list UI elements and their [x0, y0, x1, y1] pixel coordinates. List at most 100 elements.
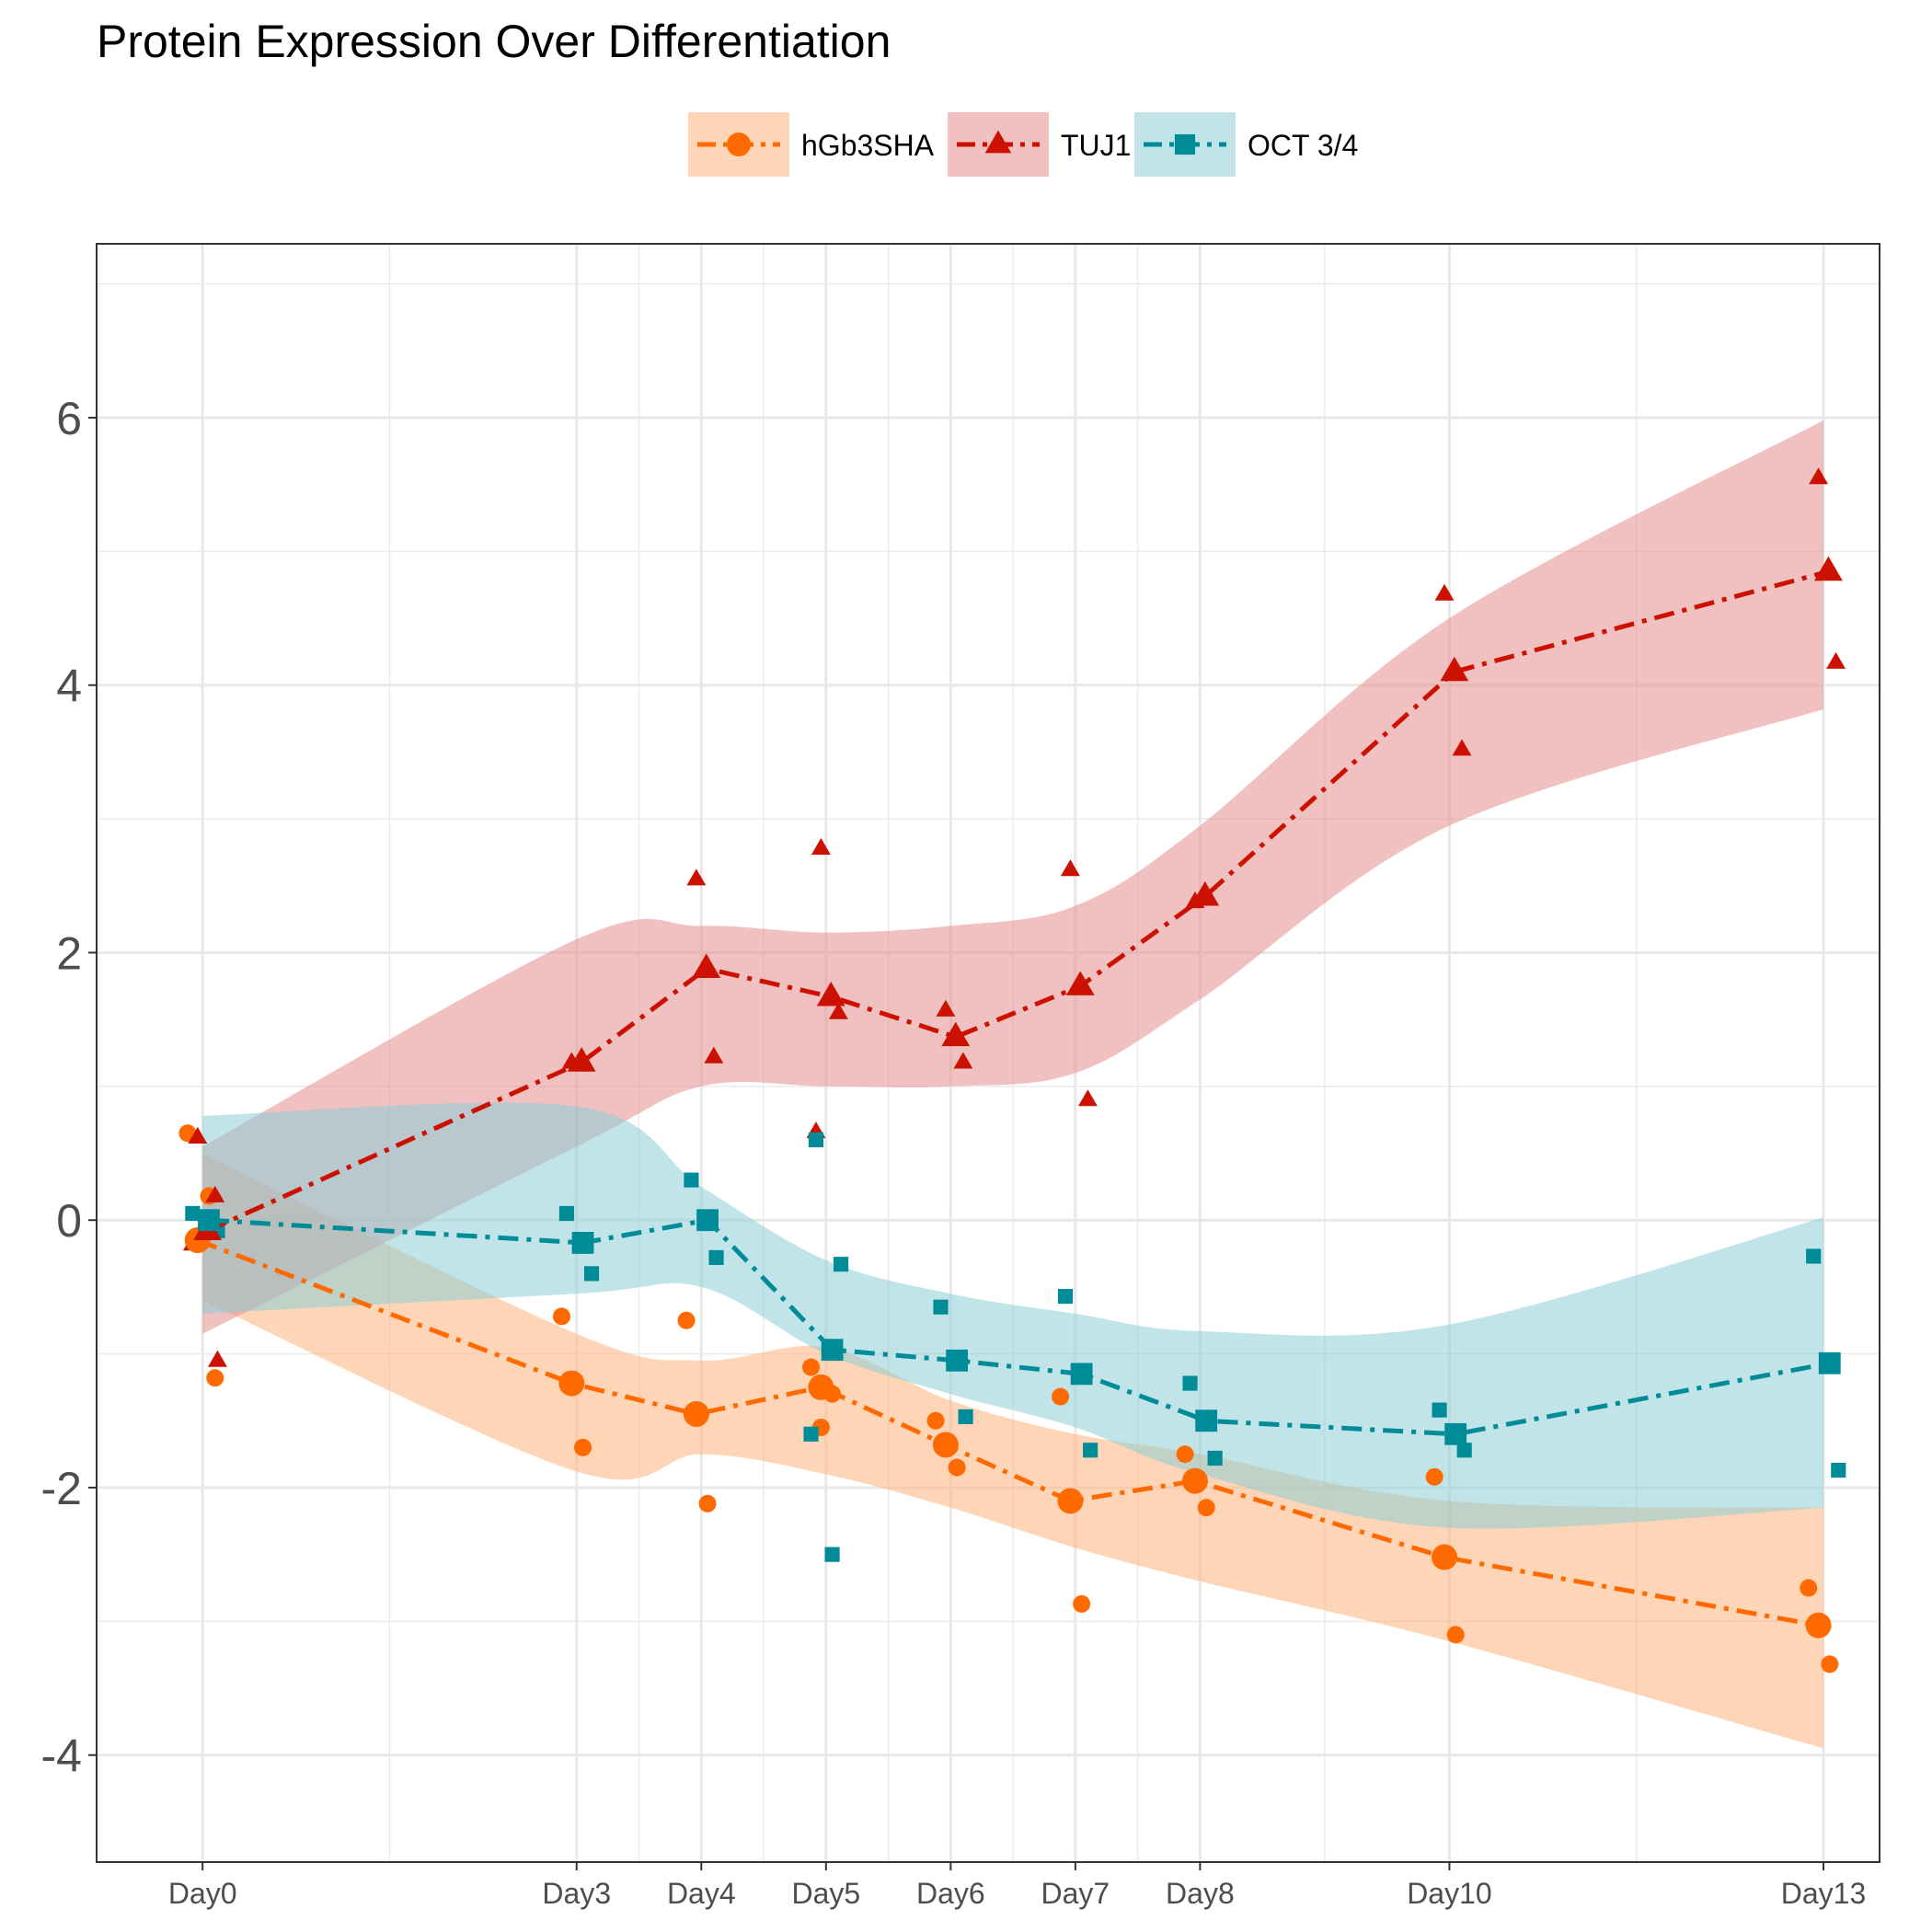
- replicate-point: [188, 1126, 208, 1144]
- mean-marker: [1440, 656, 1469, 682]
- x-tick-label: Day13: [1781, 1877, 1867, 1910]
- replicate-point: [1083, 1443, 1098, 1458]
- mean-marker: [941, 1021, 971, 1047]
- mean-marker: [571, 1232, 594, 1254]
- legend: hGb3SHA TUJ1 OCT 3/4: [688, 112, 1358, 177]
- y-tick-label: 2: [56, 927, 82, 979]
- mean-marker: [1190, 880, 1220, 906]
- replicate-point: [1182, 1375, 1198, 1391]
- replicate-point: [1826, 651, 1846, 669]
- replicate-point: [1425, 1467, 1443, 1486]
- mean-marker: [1070, 1363, 1093, 1386]
- mean-marker: [567, 1047, 596, 1072]
- replicate-point: [1434, 583, 1455, 601]
- confidence-band: [202, 1102, 1824, 1529]
- replicate-point: [1052, 1387, 1070, 1406]
- replicate-point: [1821, 1655, 1839, 1673]
- replicate-point: [1060, 859, 1080, 877]
- series-line: [206, 569, 1830, 1234]
- x-tick-label: Day6: [916, 1877, 985, 1910]
- x-tick-label: Day8: [1166, 1877, 1235, 1910]
- x-axis: Day0 Day3 Day4 Day5 Day6 Day7 Day8 Day10 Day13: [168, 1862, 1866, 1910]
- replicate-point: [1176, 1445, 1194, 1464]
- replicate-point: [1446, 1626, 1465, 1644]
- mean-marker: [1057, 1488, 1084, 1514]
- mean-marker: [1195, 1409, 1218, 1432]
- x-tick-label: Day5: [791, 1877, 860, 1910]
- replicate-point: [1831, 1462, 1846, 1478]
- y-tick-label: 6: [56, 393, 82, 444]
- legend-key-marker: [1174, 133, 1196, 155]
- replicate-point: [1809, 467, 1829, 485]
- y-axis: -4 -2 0 2 4 6: [41, 393, 97, 1782]
- replicate-point: [1077, 1089, 1098, 1107]
- x-tick-label: Day7: [1041, 1877, 1110, 1910]
- replicate-point: [948, 1458, 966, 1477]
- legend-label: hGb3SHA: [801, 129, 935, 162]
- replicate-point: [558, 1205, 575, 1222]
- mean-marker: [696, 1209, 719, 1232]
- replicate-point: [802, 1358, 821, 1376]
- mean-marker: [821, 1339, 844, 1362]
- mean-marker: [1814, 556, 1843, 581]
- mean-marker: [808, 1374, 834, 1400]
- replicate-point: [1207, 1450, 1223, 1466]
- replicate-point: [583, 1266, 600, 1282]
- replicate-point: [824, 1547, 840, 1562]
- replicate-point: [933, 1299, 949, 1315]
- replicate-point: [677, 1311, 696, 1329]
- x-tick-label: Day0: [168, 1877, 237, 1910]
- replicate-point: [1057, 1289, 1074, 1305]
- replicate-point: [1800, 1579, 1818, 1597]
- replicate-point: [926, 1411, 945, 1430]
- chart-title: Protein Expression Over Differentiation: [97, 16, 891, 67]
- mean-marker: [1432, 1544, 1458, 1570]
- legend-label: OCT 3/4: [1248, 129, 1358, 162]
- replicate-point: [708, 1249, 724, 1265]
- replicate-point: [953, 1052, 973, 1069]
- replicate-point: [686, 868, 707, 886]
- replicate-point: [936, 999, 956, 1017]
- replicate-point: [834, 1257, 849, 1272]
- x-tick-label: Day4: [667, 1877, 736, 1910]
- replicate-point: [206, 1369, 224, 1387]
- replicate-point: [1073, 1594, 1091, 1613]
- x-tick-label: Day3: [542, 1877, 611, 1910]
- replicate-point: [1432, 1402, 1447, 1418]
- replicate-point: [1806, 1248, 1822, 1264]
- replicate-point: [808, 1132, 824, 1148]
- replicate-point: [698, 1494, 717, 1512]
- plot-border: [96, 243, 1880, 1863]
- mean-marker: [692, 953, 721, 979]
- replicate-point: [205, 1185, 225, 1202]
- replicate-point: [185, 1205, 201, 1222]
- y-tick-label: -2: [41, 1463, 82, 1514]
- y-tick-label: 4: [56, 661, 82, 712]
- confidence-bands: [202, 420, 1824, 1749]
- mean-marker: [1065, 971, 1095, 995]
- replicate-points: [178, 467, 1846, 1673]
- mean-marker: [1444, 1422, 1467, 1445]
- mean-marker: [1818, 1351, 1841, 1374]
- replicate-point: [811, 837, 831, 855]
- replicate-point: [1456, 1443, 1472, 1458]
- replicate-point: [803, 1426, 819, 1442]
- mean-markers: [184, 556, 1843, 1639]
- confidence-band: [202, 420, 1824, 1334]
- y-tick-label: 0: [56, 1195, 82, 1247]
- mean-marker: [558, 1370, 585, 1397]
- mean-marker: [683, 1401, 709, 1428]
- mean-marker: [946, 1349, 969, 1372]
- legend-label: TUJ1: [1061, 129, 1131, 162]
- mean-marker: [1181, 1467, 1208, 1494]
- replicate-point: [828, 1002, 848, 1019]
- legend-key-marker: [727, 132, 751, 156]
- replicate-point: [958, 1409, 973, 1424]
- replicate-point: [1197, 1499, 1215, 1517]
- y-tick-label: -4: [41, 1731, 82, 1782]
- replicate-point: [553, 1307, 571, 1326]
- mean-marker: [932, 1432, 959, 1458]
- mean-marker: [1805, 1612, 1832, 1639]
- replicate-point: [574, 1438, 592, 1456]
